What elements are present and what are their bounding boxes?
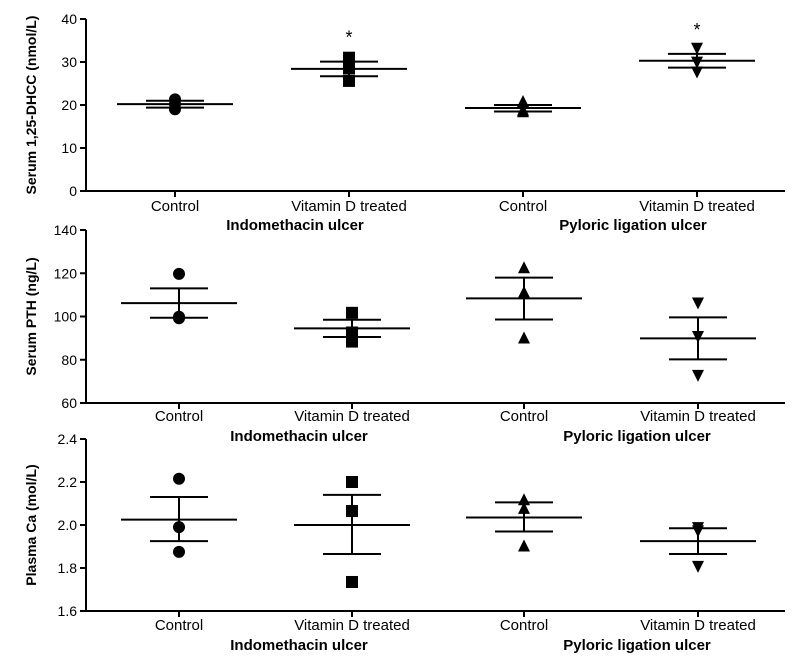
data-point [692,525,704,538]
data-point [343,74,355,87]
x-tick-label: Vitamin D treated [294,617,410,634]
series-group [121,267,237,325]
data-point [346,335,358,348]
data-point [518,501,530,514]
data-point [518,331,530,344]
y-tick-label: 120 [54,265,78,281]
data-point [691,42,703,55]
data-point [692,369,704,382]
series-group [465,94,581,118]
data-point [346,326,358,339]
x-tick-label: Vitamin D treated [294,408,410,425]
data-point [346,476,358,488]
data-point [518,285,530,298]
series-group [294,476,410,588]
series-group [466,493,582,552]
data-point [691,56,703,69]
data-point [692,330,704,343]
data-point [517,105,529,118]
chart-panel-1: 0 10 20 30 40 Serum 1,25-DHCC (nmol/L) Control… [23,11,785,234]
data-point [518,493,530,506]
data-point [691,66,703,79]
chart-panel-3: 1.6 1.8 2.0 2.2 2.4 Plasma Ca (mol/L) Control V… [23,431,785,654]
data-point [346,306,358,319]
y-axis-label: Serum 1,25-DHCC (nmol/L) [23,16,39,195]
y-tick-label: 10 [61,140,77,156]
y-tick-label: 60 [61,395,77,411]
y-tick-label: 80 [61,352,77,368]
data-point [346,505,358,518]
group-label: Indomethacin ulcer [226,217,364,234]
series-group: * [291,28,407,87]
y-tick-label: 0 [69,183,77,199]
group-label: Pyloric ligation ulcer [559,217,707,234]
y-axis-label: Plasma Ca (mol/L) [23,464,39,585]
data-point [173,472,185,485]
x-tick-label: Vitamin D treated [640,408,756,425]
data-point [517,94,529,107]
y-tick-label: 2.2 [58,474,78,490]
data-point [169,103,181,116]
data-point [173,545,185,558]
x-tick-label: Vitamin D treated [291,198,407,215]
data-point [173,267,185,280]
data-point [343,51,355,64]
series-group [117,93,233,116]
x-tick-label: Control [500,408,548,425]
data-point [346,575,358,588]
series-group [466,261,582,344]
y-tick-label: 100 [54,309,78,325]
series-group [294,306,410,348]
group-label: Indomethacin ulcer [230,428,368,445]
series-group [121,472,237,558]
y-tick-label: 2.0 [58,517,78,533]
y-tick-label: 2.4 [58,431,78,447]
x-tick-label: Vitamin D treated [640,617,756,634]
series-group: * [639,20,755,79]
y-tick-label: 40 [61,11,77,27]
significance-marker: * [693,20,700,40]
group-label: Pyloric ligation ulcer [563,637,711,654]
y-tick-label: 1.8 [58,560,78,576]
data-point [173,521,185,534]
data-point [173,312,185,325]
data-point [343,62,355,75]
data-point [692,297,704,310]
y-tick-label: 30 [61,54,77,70]
x-tick-label: Control [155,408,203,425]
significance-marker: * [345,28,352,48]
x-tick-label: Control [151,198,199,215]
data-point [518,539,530,552]
data-point [518,261,530,274]
group-label: Pyloric ligation ulcer [563,428,711,445]
y-tick-label: 1.6 [58,603,78,619]
x-tick-label: Control [155,617,203,634]
x-tick-label: Control [499,198,547,215]
x-tick-label: Vitamin D treated [639,198,755,215]
y-tick-label: 20 [61,97,77,113]
data-point [692,560,704,573]
y-tick-label: 140 [54,222,78,238]
series-group [640,522,756,573]
x-tick-label: Control [500,617,548,634]
y-axis-label: Serum PTH (ng/L) [23,257,39,375]
group-label: Indomethacin ulcer [230,637,368,654]
series-group [640,297,756,382]
chart-panel-2: 60 80 100 120 140 Serum PTH (ng/L) Control Vita… [23,222,785,445]
